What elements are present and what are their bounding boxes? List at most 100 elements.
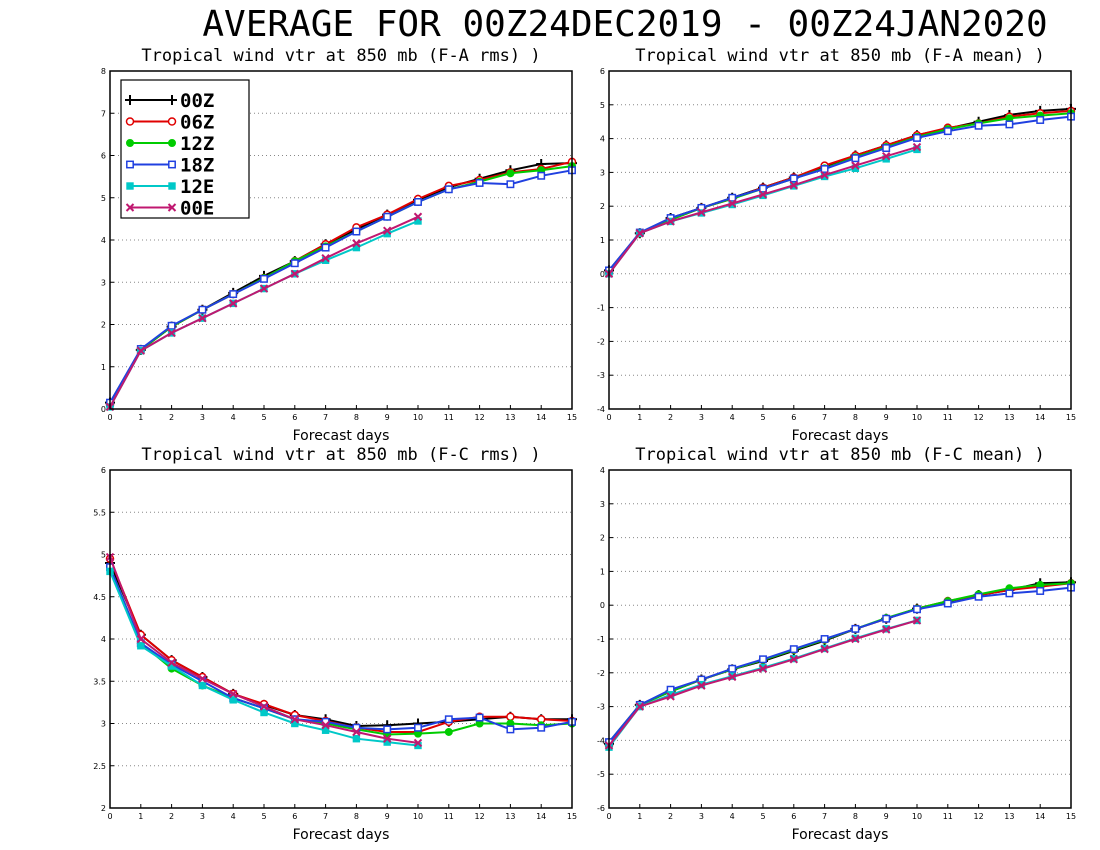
y-tick-label: -5: [597, 770, 605, 779]
data-point: [537, 171, 546, 180]
series-12z: [106, 563, 576, 739]
x-tick-label: 5: [760, 812, 765, 821]
data-point: [198, 305, 207, 314]
data-point: [321, 726, 330, 734]
data-point: [789, 655, 799, 664]
x-tick-label: 11: [943, 812, 953, 821]
x-tick-label: 8: [354, 413, 359, 422]
series-line-00z: [608, 107, 1072, 272]
legend-marker: [125, 203, 135, 212]
series-line-06z: [608, 582, 1072, 747]
y-tick-label: 2.5: [93, 762, 106, 771]
series-00z: [604, 103, 1076, 276]
data-point: [352, 727, 361, 737]
x-tick-label: 13: [505, 413, 515, 422]
x-tick-label: 13: [505, 812, 515, 821]
data-point: [475, 713, 484, 722]
legend-box: [120, 79, 250, 219]
legend-marker: [126, 139, 134, 147]
y-tick-label: 2: [101, 321, 106, 330]
legend-label: 00Z: [180, 90, 214, 112]
data-point: [881, 151, 891, 161]
x-tick-label: 13: [1004, 812, 1014, 821]
x-tick-label: 2: [668, 413, 673, 422]
data-point: [444, 727, 453, 736]
x-tick-label: 12: [974, 413, 984, 422]
data-point: [382, 734, 392, 743]
x-tick-label: 11: [444, 812, 454, 821]
x-tick-label: 2: [169, 812, 174, 821]
legend-marker: [125, 117, 135, 126]
panel-title: Tropical wind vtr at 850 mb (F-C mean) ): [635, 445, 1044, 465]
x-tick-label: 13: [1004, 413, 1014, 422]
x-tick-label: 2: [668, 812, 673, 821]
series-line-00e: [608, 619, 918, 747]
x-tick-label: 9: [884, 413, 889, 422]
y-tick-label: -4: [597, 736, 605, 745]
data-point: [820, 170, 829, 180]
legend-label: 12E: [180, 176, 214, 198]
data-point: [666, 217, 675, 226]
series-00z: [105, 557, 577, 732]
y-tick-label: 7: [101, 109, 106, 118]
x-tick-label: 10: [912, 812, 922, 821]
x-tick-label: 1: [138, 812, 143, 821]
data-point: [666, 692, 675, 701]
data-point: [290, 259, 299, 268]
y-tick-label: 5.5: [93, 508, 106, 517]
x-tick-label: 1: [138, 413, 143, 422]
series-12e: [605, 616, 921, 751]
series-00e: [105, 212, 423, 412]
data-point: [506, 180, 515, 189]
data-point: [697, 681, 706, 690]
data-point: [1005, 589, 1014, 598]
legend-marker: [125, 95, 135, 105]
y-tick-label: -1: [597, 304, 605, 313]
x-tick-label: 12: [475, 413, 485, 422]
data-point: [228, 299, 238, 308]
y-tick-label: -2: [597, 669, 605, 678]
x-tick-label: 15: [567, 413, 577, 422]
data-point: [1036, 587, 1045, 595]
data-point: [697, 208, 706, 217]
series-line-12z: [109, 566, 573, 736]
x-tick-label: 1: [637, 413, 642, 422]
x-tick-label: 5: [261, 413, 266, 422]
x-tick-label: 9: [884, 812, 889, 821]
series-line-00e: [109, 215, 419, 408]
data-point: [758, 664, 768, 673]
x-tick-label: 7: [822, 812, 827, 821]
x-tick-label: 4: [231, 812, 236, 821]
data-point: [352, 239, 361, 248]
x-tick-label: 2: [169, 413, 174, 422]
series-06z: [604, 578, 1076, 750]
data-point: [912, 616, 922, 625]
data-point: [228, 689, 238, 699]
series-line-06z: [608, 109, 1072, 273]
data-point: [167, 658, 176, 667]
data-point: [506, 712, 515, 721]
data-point: [444, 185, 453, 194]
x-tick-label: 15: [1066, 812, 1076, 821]
data-point: [259, 702, 269, 711]
y-tick-label: 1: [600, 236, 605, 245]
series-18z: [106, 563, 576, 734]
y-tick-label: -6: [597, 804, 605, 813]
data-point: [882, 144, 891, 153]
chart-panel-3: 22.533.544.555.560 1 2 3 4 5 6 7 8 9 10 11 12 13 14 15T…: [93, 445, 577, 843]
series-00e: [604, 142, 922, 279]
y-tick-label: 5: [600, 101, 605, 110]
data-point: [789, 174, 798, 183]
y-tick-label: 8: [101, 67, 106, 76]
y-tick-label: 0: [600, 270, 605, 279]
series-18z: [106, 166, 576, 407]
data-point: [506, 169, 515, 178]
data-point: [413, 212, 423, 221]
series-12z: [605, 109, 1075, 277]
data-point: [727, 672, 737, 682]
data-point: [383, 725, 392, 734]
plot-frame: [109, 70, 573, 410]
x-tick-label: 3: [699, 812, 704, 821]
